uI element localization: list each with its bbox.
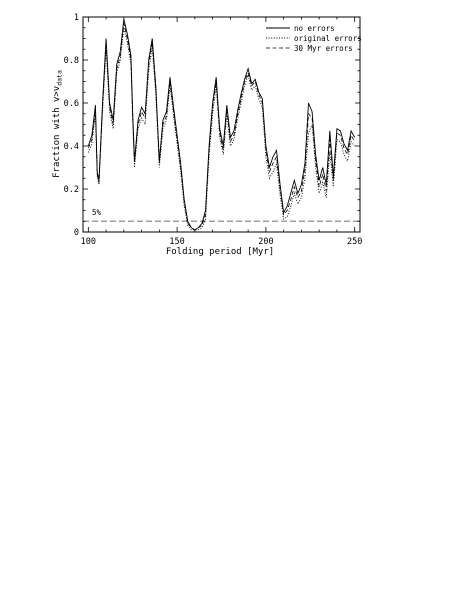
y-tick-label: 0.6 [64, 99, 79, 109]
series-line-30-myr-errors [87, 23, 356, 231]
legend-label: original errors [294, 34, 362, 43]
y-axis-label: Fraction with v>vdata [52, 70, 64, 178]
legend-label: 30 Myr errors [294, 44, 353, 53]
y-tick-label: 0 [74, 228, 79, 238]
x-tick-label: 200 [258, 237, 273, 247]
y-tick-label: 0.2 [64, 185, 79, 195]
y-tick-label: 0.8 [64, 56, 79, 66]
y-axis-label-subscript: data [56, 70, 64, 86]
x-tick-label: 100 [81, 237, 96, 247]
y-tick-label: 1 [74, 13, 79, 23]
series-line-original-errors [87, 27, 356, 231]
threshold-annotation: 5% [92, 208, 102, 217]
axis-ticks: 100 150 200 250 0 0.2 0.4 0.6 0.8 1 [64, 13, 363, 247]
series-layer [87, 19, 356, 231]
y-axis-label-main: Fraction with v>v [52, 86, 62, 178]
y-tick-label: 0.4 [64, 142, 79, 152]
legend-label: no errors [294, 24, 335, 33]
x-axis-label: Folding period [Myr] [166, 247, 274, 257]
x-tick-label: 150 [169, 237, 184, 247]
x-tick-label: 250 [347, 237, 362, 247]
